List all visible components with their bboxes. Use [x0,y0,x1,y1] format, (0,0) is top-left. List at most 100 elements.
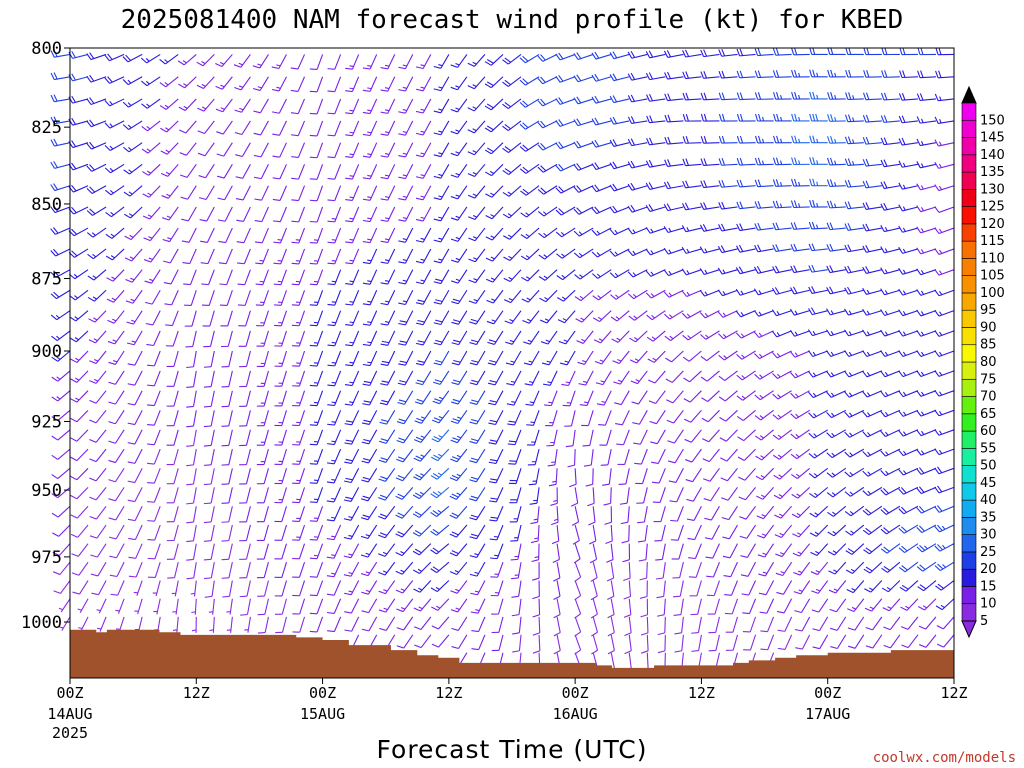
wind-barb [449,467,468,482]
x-tick-date: 15AUG [300,705,345,723]
wind-barb [217,206,233,222]
wind-barb [670,524,684,541]
wind-barb [704,524,720,540]
wind-barb [757,524,775,539]
surface-ground-area [70,629,954,678]
wind-barb [272,98,287,114]
wind-barb [123,185,143,197]
wind-barb [880,370,901,378]
wind-barb [657,634,666,654]
wind-barb [487,370,504,386]
wind-barb [846,580,865,594]
wind-barb [916,448,937,456]
wind-barb [239,524,251,542]
wind-barb [647,350,666,363]
wind-barb [790,370,810,379]
wind-barb [898,267,919,275]
wind-barb [718,370,738,382]
wind-barb [664,310,684,320]
wind-barb [256,562,269,579]
credit-text: coolwx.com/models [873,750,1016,766]
wind-barb [159,76,179,88]
wind-barb [68,227,89,237]
wind-barb [916,138,937,147]
wind-barb [108,505,125,521]
wind-barb [469,429,486,444]
wind-barb [379,390,396,406]
colorbar-label: 130 [980,182,1005,197]
wind-barb [916,309,937,317]
wind-barb [89,409,107,424]
wind-barb [471,616,486,633]
wind-barb [707,598,720,615]
wind-barb [256,330,269,347]
wind-barb [239,468,251,485]
colorbar-label: 75 [980,372,997,387]
wind-barb [70,370,89,383]
wind-barb [898,467,919,476]
wind-barb [86,206,107,216]
wind-barb [327,616,342,633]
wind-barb [397,390,414,405]
wind-barb [503,289,522,304]
wind-barb [550,487,558,506]
wind-barb [736,409,756,422]
wind-barb [147,410,161,426]
wind-barb [343,561,360,577]
wind-barb [862,429,883,438]
wind-barb [451,269,468,284]
wind-barb [490,561,504,578]
wind-barb [431,616,450,630]
wind-barb [398,269,414,285]
wind-barb [172,598,179,615]
wind-barb [186,410,197,428]
wind-barb [147,468,161,484]
wind-barb [736,370,756,381]
colorbar-label: 20 [980,562,997,577]
wind-barb [736,113,756,122]
wind-barb [555,206,576,216]
wind-barb [740,561,757,577]
wind-barb [415,76,432,92]
wind-barb [468,248,486,263]
wind-barb [505,330,522,345]
wind-barb [487,350,504,366]
wind-barb [380,310,396,326]
wind-barb [327,429,342,446]
wind-barb [934,139,955,147]
wind-barb [738,487,756,501]
wind-barb [863,561,883,574]
wind-barb [166,390,179,407]
wind-barb [292,448,306,465]
wind-barb [52,543,71,557]
wind-barb [540,310,558,324]
wind-barb [395,561,414,575]
colorbar-label: 100 [980,286,1005,301]
wind-barb [682,350,702,362]
wind-barb [361,429,378,445]
wind-barb [790,429,810,440]
wind-barb [272,164,287,180]
wind-barb [274,350,288,367]
wind-barb [343,543,360,559]
wind-barb [128,524,143,541]
wind-barb [398,330,414,346]
wind-barb [237,248,251,265]
wind-barb [108,524,125,540]
wind-barb [555,119,576,127]
wind-barb [880,390,901,398]
wind-barb [657,616,666,636]
wind-barb [898,505,919,515]
wind-barb [203,390,215,408]
wind-barb [880,350,901,357]
wind-barb [808,409,828,419]
wind-barb [141,98,161,109]
wind-barb [645,159,666,168]
wind-barb [236,206,251,222]
wind-barb [654,524,666,542]
wind-barb [50,183,71,192]
wind-barb [274,580,288,597]
wind-barb [186,562,197,580]
wind-barb [773,113,792,122]
wind-barb [221,543,233,561]
